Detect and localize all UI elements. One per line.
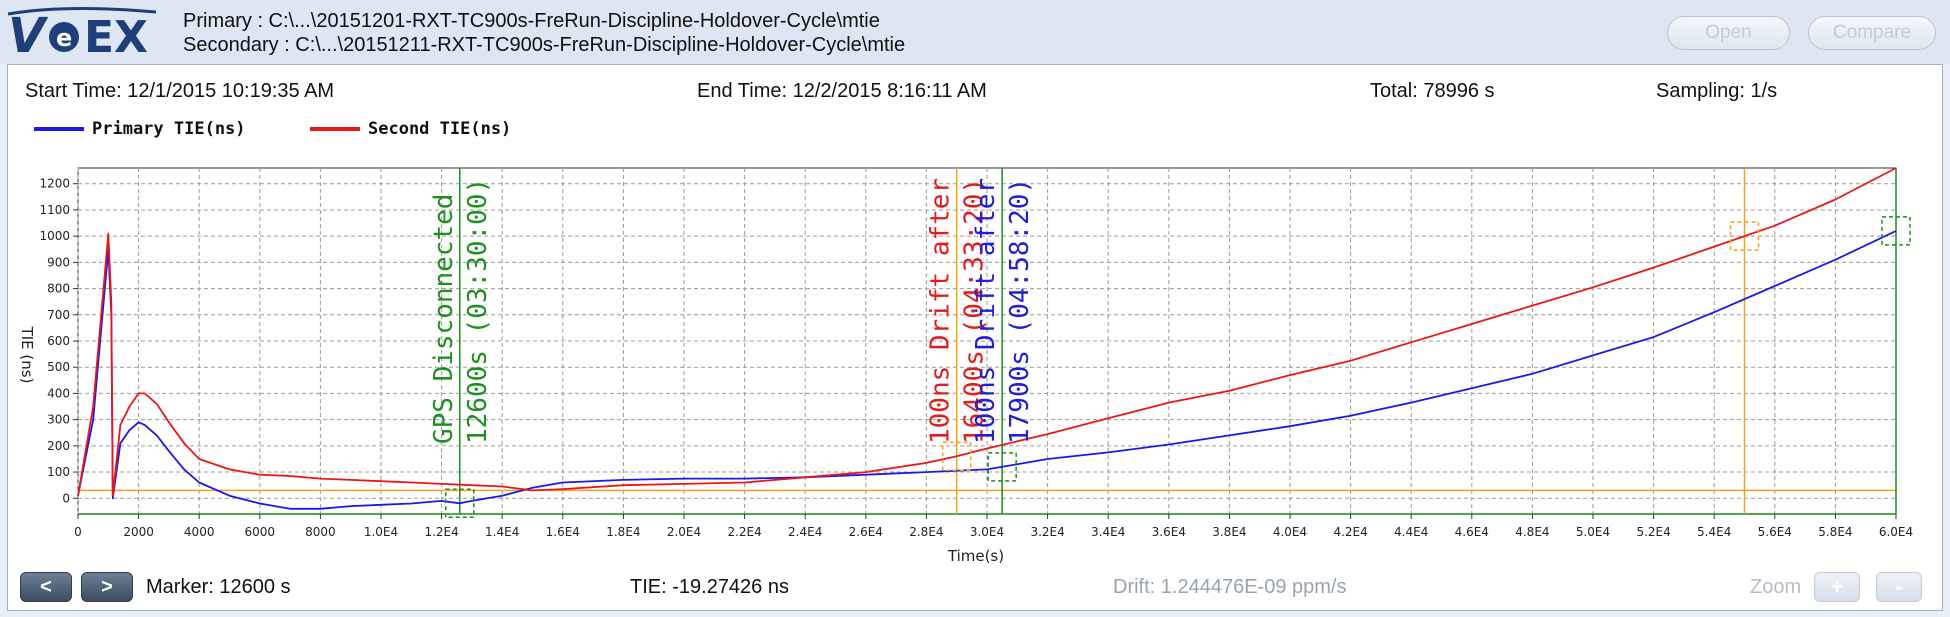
legend-item-secondary: Second TIE(ns) bbox=[310, 118, 511, 140]
x-tick-label: 3.0E4 bbox=[970, 525, 1004, 539]
logo-letter-v: V bbox=[8, 8, 49, 62]
y-tick-label: 1200 bbox=[39, 177, 70, 191]
marker-annotation-line1: 100ns Drift after bbox=[971, 178, 1001, 444]
marker-point-box bbox=[1729, 221, 1760, 251]
y-tick-label: 800 bbox=[47, 282, 70, 296]
x-tick-label: 5.0E4 bbox=[1576, 525, 1610, 539]
legend-label-primary: Primary TIE(ns) bbox=[92, 119, 246, 139]
marker-point-box bbox=[941, 441, 972, 472]
marker-point-box bbox=[987, 452, 1017, 482]
x-tick-label: 2.4E4 bbox=[788, 525, 822, 539]
x-tick-label: 1.0E4 bbox=[364, 525, 398, 539]
marker-annotation-line1: 100ns Drift after bbox=[926, 178, 956, 444]
x-tick-label: 2.8E4 bbox=[909, 525, 943, 539]
annotations: GPS Disconnected 12600s (03:30:00) 100ns D… bbox=[429, 178, 1035, 444]
marker-annotation-line2: 12600s (03:30:00) bbox=[463, 178, 493, 444]
y-axis-label: TIE (ns) bbox=[18, 326, 36, 384]
y-tick-label: 200 bbox=[47, 439, 70, 453]
x-tick-label: 5.8E4 bbox=[1818, 525, 1852, 539]
sampling-text: Sampling: 1/s bbox=[1656, 80, 1778, 102]
x-tick-label: 1.6E4 bbox=[546, 525, 580, 539]
x-tick-label: 4000 bbox=[184, 525, 215, 539]
zoom-label: Zoom bbox=[1750, 576, 1802, 598]
x-tick-label: 2.2E4 bbox=[727, 525, 761, 539]
zoom-in-button[interactable]: + bbox=[1814, 572, 1860, 602]
end-time-text: End Time: 12/2/2015 8:16:11 AM bbox=[697, 80, 987, 102]
next-marker-button[interactable]: > bbox=[81, 572, 133, 602]
x-axis-label: Time(s) bbox=[947, 547, 1004, 565]
x-tick-label: 1.2E4 bbox=[424, 525, 458, 539]
y-tick-label: 300 bbox=[47, 413, 70, 427]
x-tick-label: 2.6E4 bbox=[849, 525, 883, 539]
x-tick-label: 5.4E4 bbox=[1697, 525, 1731, 539]
marker-readout: Marker: 12600 s bbox=[146, 576, 291, 598]
x-tick-label: 8000 bbox=[305, 525, 336, 539]
logo-letters-ex: EX bbox=[84, 12, 148, 62]
previous-marker-button[interactable]: < bbox=[20, 572, 72, 602]
logo-letter-e: e bbox=[56, 24, 72, 52]
compare-button[interactable]: Compare bbox=[1808, 16, 1936, 50]
primary-file-path: Primary : C:\...\20151201-RXT-TC900s-Fre… bbox=[183, 10, 880, 32]
x-tick-label: 2.0E4 bbox=[667, 525, 701, 539]
bottom-toolbar bbox=[0, 567, 1950, 611]
title-bar bbox=[0, 0, 1950, 64]
open-button[interactable]: Open bbox=[1667, 16, 1790, 50]
tie-readout: TIE: -19.27426 ns bbox=[630, 576, 789, 598]
x-tick-label: 6000 bbox=[245, 525, 276, 539]
marker-boxes bbox=[445, 216, 1911, 519]
x-axis-ticks: 0 2000 4000 6000 8000 1.0E4 1.2E4 1.4E4 1.6E4 1.8… bbox=[74, 514, 1913, 539]
y-tick-label: 600 bbox=[47, 334, 70, 348]
grid bbox=[77, 168, 1897, 514]
logo-swoosh bbox=[7, 6, 157, 16]
x-tick-label: 1.4E4 bbox=[485, 525, 519, 539]
x-tick-label: 4.4E4 bbox=[1394, 525, 1428, 539]
marker-point-box bbox=[445, 488, 475, 519]
y-tick-label: 1100 bbox=[39, 203, 70, 217]
x-tick-label: 3.8E4 bbox=[1212, 525, 1246, 539]
start-time-text: Start Time: 12/1/2015 10:19:35 AM bbox=[25, 80, 335, 102]
marker-point-box bbox=[1881, 216, 1911, 246]
y-tick-label: 100 bbox=[47, 465, 70, 479]
x-tick-label: 3.4E4 bbox=[1091, 525, 1125, 539]
series-line-secondary bbox=[77, 167, 1897, 497]
series-line-primary bbox=[77, 230, 1897, 510]
secondary-file-path: Secondary : C:\...\20151211-RXT-TC900s-F… bbox=[183, 34, 906, 56]
x-tick-label: 4.2E4 bbox=[1333, 525, 1367, 539]
legend-swatch-secondary bbox=[310, 127, 360, 131]
legend-swatch-primary bbox=[34, 127, 84, 131]
y-tick-label: 1000 bbox=[39, 229, 70, 243]
total-text: Total: 78996 s bbox=[1370, 80, 1495, 102]
y-axis-ticks: 0 100 200 300 400 500 600 700 800 900 1000 1100 1200 bbox=[39, 177, 78, 505]
x-tick-label: 4.8E4 bbox=[1515, 525, 1549, 539]
x-tick-label: 6.0E4 bbox=[1879, 525, 1913, 539]
x-tick-label: 2000 bbox=[123, 525, 154, 539]
x-tick-label: 5.2E4 bbox=[1636, 525, 1670, 539]
veex-logo: V e EX bbox=[7, 6, 157, 62]
legend-item-primary: Primary TIE(ns) bbox=[34, 118, 246, 140]
x-tick-label: 4.6E4 bbox=[1455, 525, 1489, 539]
marker-annotation-line2: 17900s (04:58:20) bbox=[1005, 178, 1035, 444]
y-tick-label: 700 bbox=[47, 308, 70, 322]
x-tick-label: 3.6E4 bbox=[1152, 525, 1186, 539]
y-tick-label: 0 bbox=[62, 491, 70, 505]
y-tick-label: 900 bbox=[47, 255, 70, 269]
marker-annotation-line1: GPS Disconnected bbox=[429, 194, 459, 444]
x-tick-label: 0 bbox=[74, 525, 82, 539]
y-tick-label: 400 bbox=[47, 386, 70, 400]
x-tick-label: 1.8E4 bbox=[606, 525, 640, 539]
marker-annotation-line2: 16400s (04:33:20) bbox=[960, 178, 990, 444]
x-tick-label: 4.0E4 bbox=[1273, 525, 1307, 539]
y-tick-label: 500 bbox=[47, 360, 70, 374]
logo-e-circle bbox=[49, 22, 79, 52]
zoom-out-button[interactable]: - bbox=[1876, 572, 1922, 602]
drift-readout: Drift: 1.244476E-09 ppm/s bbox=[1113, 576, 1347, 598]
x-tick-label: 3.2E4 bbox=[1030, 525, 1064, 539]
legend-label-secondary: Second TIE(ns) bbox=[368, 119, 512, 139]
series-lines bbox=[77, 167, 1897, 510]
x-tick-label: 5.6E4 bbox=[1758, 525, 1792, 539]
